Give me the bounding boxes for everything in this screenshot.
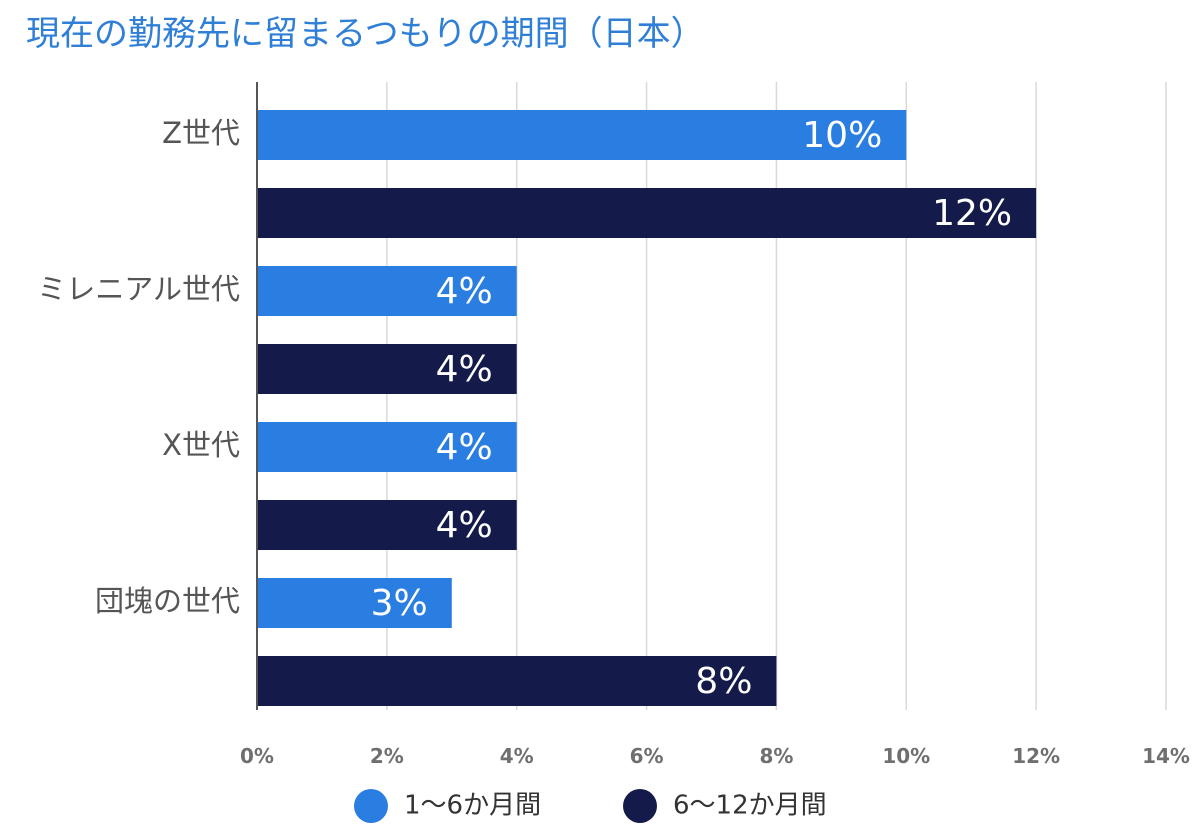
legend: 1〜6か月間 6〜12か月間	[354, 789, 827, 823]
data-label: 12%	[932, 193, 1012, 234]
category-label: Z世代	[162, 116, 240, 150]
x-tick-label: 12%	[1012, 744, 1060, 768]
data-label: 8%	[695, 661, 752, 702]
category-label: 団塊の世代	[95, 584, 240, 618]
bar	[257, 500, 517, 550]
legend-label: 6〜12か月間	[673, 791, 827, 821]
x-tick-labels: 0% 2% 4% 6% 8% 10% 12% 14%	[240, 744, 1190, 768]
x-tick-label: 14%	[1142, 744, 1190, 768]
data-label: 4%	[436, 427, 493, 468]
x-tick-label: 10%	[882, 744, 930, 768]
data-label: 4%	[436, 349, 493, 390]
chart-title: 現在の勤務先に留まるつもりの期間（日本）	[26, 14, 705, 54]
bar	[257, 110, 907, 160]
x-tick-label: 8%	[759, 744, 793, 768]
bar	[257, 422, 517, 472]
bar	[257, 578, 452, 628]
x-tick-label: 4%	[500, 744, 534, 768]
data-labels: 10%4%4%3%12%4%4%8%	[371, 115, 1012, 702]
bars	[257, 110, 1037, 706]
category-label: X世代	[162, 428, 240, 462]
x-tick-label: 0%	[240, 744, 274, 768]
gridlines	[386, 82, 1167, 710]
bar	[257, 344, 517, 394]
legend-label: 1〜6か月間	[404, 791, 541, 821]
x-tick-label: 6%	[630, 744, 664, 768]
legend-marker	[354, 789, 388, 823]
x-tick-label: 2%	[370, 744, 404, 768]
data-label: 3%	[371, 583, 428, 624]
bar	[257, 656, 777, 706]
bar	[257, 188, 1037, 238]
data-label: 10%	[802, 115, 882, 156]
bar	[257, 266, 517, 316]
data-label: 4%	[436, 271, 493, 312]
data-label: 4%	[436, 505, 493, 546]
legend-marker	[623, 789, 657, 823]
category-label: ミレニアル世代	[37, 272, 240, 306]
